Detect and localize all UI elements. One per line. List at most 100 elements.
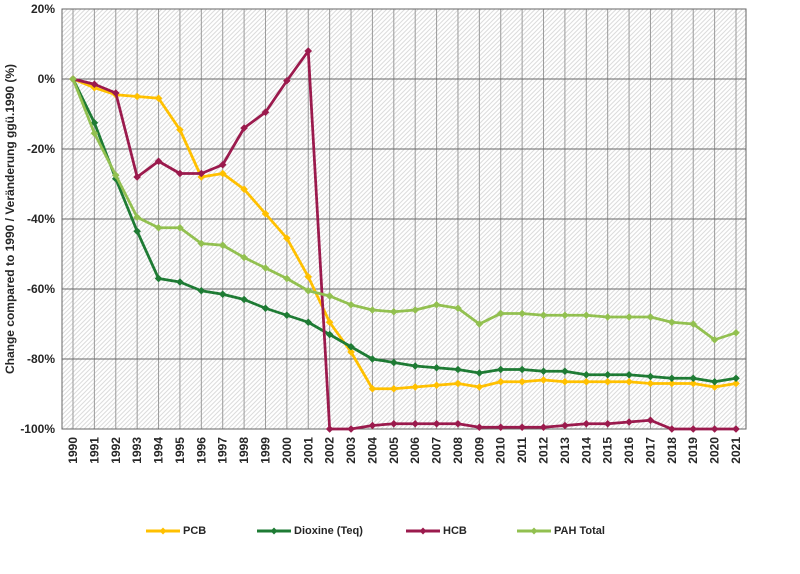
data-point-marker <box>111 171 120 180</box>
x-tick-label: 1992 <box>109 437 123 464</box>
data-point-marker <box>304 286 313 295</box>
data-point-marker <box>69 75 77 83</box>
data-point-marker <box>411 362 419 370</box>
data-point-marker <box>518 309 526 318</box>
x-tick-label: 1994 <box>152 437 166 464</box>
data-point-marker <box>325 425 334 433</box>
data-point-marker <box>646 313 655 321</box>
data-point-marker <box>539 376 548 384</box>
x-tick-label: 2019 <box>686 437 700 464</box>
data-point-marker <box>90 80 99 89</box>
data-point-marker <box>561 377 569 386</box>
data-point-marker <box>432 419 441 428</box>
data-point-marker <box>539 367 548 376</box>
series-markers <box>69 75 740 344</box>
x-tick-label: 1990 <box>66 437 80 464</box>
y-tick-label: -60% <box>27 282 55 296</box>
data-point-marker <box>582 419 591 428</box>
data-point-marker <box>668 425 676 433</box>
x-tick-label: 1997 <box>216 437 230 464</box>
data-point-marker <box>240 124 248 132</box>
data-point-marker <box>154 94 163 103</box>
data-point-marker <box>539 423 548 432</box>
x-tick-label: 2006 <box>408 437 422 464</box>
data-point-marker <box>154 274 163 283</box>
data-point-marker <box>689 320 698 328</box>
data-point-marker <box>411 419 419 428</box>
data-point-marker <box>154 157 163 166</box>
data-point-marker <box>475 383 484 391</box>
data-point-marker <box>390 307 398 316</box>
data-point-marker <box>603 377 612 386</box>
data-point-marker <box>432 300 441 309</box>
data-point-marker <box>475 369 484 377</box>
data-point-marker <box>646 379 655 388</box>
data-point-marker <box>582 311 591 320</box>
y-tick-label: -20% <box>27 142 55 156</box>
y-tick-label: 20% <box>31 2 55 16</box>
data-point-marker <box>689 425 698 433</box>
data-point-marker <box>368 421 377 430</box>
data-point-marker <box>668 374 676 383</box>
data-point-marker <box>689 374 698 383</box>
x-tick-label: 2001 <box>301 437 315 464</box>
data-point-marker <box>561 311 569 320</box>
data-point-marker <box>518 423 526 432</box>
data-point-marker <box>325 318 334 327</box>
x-tick-label: 2020 <box>708 437 722 464</box>
y-tick-label: -80% <box>27 352 55 366</box>
data-point-marker <box>625 313 633 321</box>
data-point-marker <box>732 425 740 433</box>
series-markers <box>69 47 740 433</box>
data-point-marker <box>646 372 655 381</box>
data-point-marker <box>368 384 377 393</box>
data-point-marker <box>625 370 633 379</box>
x-tick-label: 2018 <box>665 437 679 464</box>
x-tick-label: 2017 <box>643 437 657 464</box>
data-point-marker <box>454 304 462 313</box>
data-point-marker <box>539 311 548 320</box>
data-point-marker <box>668 379 676 388</box>
x-tick-label: 1996 <box>194 437 208 464</box>
x-tick-label: 2011 <box>515 437 529 463</box>
data-point-marker <box>347 348 355 356</box>
series-dioxine-teq <box>69 75 740 386</box>
y-tick-label: -100% <box>20 422 55 436</box>
data-point-marker <box>411 383 419 391</box>
data-point-marker <box>582 377 591 386</box>
data-point-marker <box>390 358 398 367</box>
data-point-marker <box>133 227 141 236</box>
x-tick-label: 2005 <box>387 437 401 464</box>
data-point-marker <box>347 425 355 433</box>
data-point-marker <box>304 272 313 281</box>
x-axis-tick-labels: 1990 1991 1992 1993 1994 1995 1996 1997 1998 1999… <box>66 437 743 464</box>
data-point-marker <box>496 377 505 386</box>
x-tick-label: 2009 <box>472 437 486 464</box>
data-point-marker <box>133 92 141 101</box>
data-point-marker <box>710 377 719 386</box>
data-point-marker <box>240 185 248 194</box>
data-point-marker <box>283 274 291 283</box>
data-point-marker <box>625 418 633 426</box>
data-point-marker <box>133 213 141 222</box>
series-hcb <box>69 47 740 433</box>
data-point-marker <box>304 318 313 327</box>
data-point-marker <box>390 384 398 393</box>
data-point-marker <box>496 423 505 432</box>
x-tick-label: 2015 <box>601 437 615 464</box>
data-point-marker <box>368 355 377 363</box>
x-tick-label: 2007 <box>430 437 444 464</box>
x-tick-label: 2004 <box>365 437 379 464</box>
data-point-marker <box>347 342 355 351</box>
data-point-marker <box>90 129 99 138</box>
x-tick-label: 2021 <box>729 437 743 464</box>
data-point-marker <box>283 76 291 85</box>
series-pah-total <box>69 75 740 344</box>
data-point-marker <box>283 311 291 320</box>
x-tick-label: 2003 <box>344 437 358 464</box>
data-point-marker <box>732 374 740 383</box>
x-tick-label: 1991 <box>87 437 101 464</box>
x-tick-label: 1993 <box>130 437 144 464</box>
x-tick-label: 2013 <box>558 437 572 464</box>
